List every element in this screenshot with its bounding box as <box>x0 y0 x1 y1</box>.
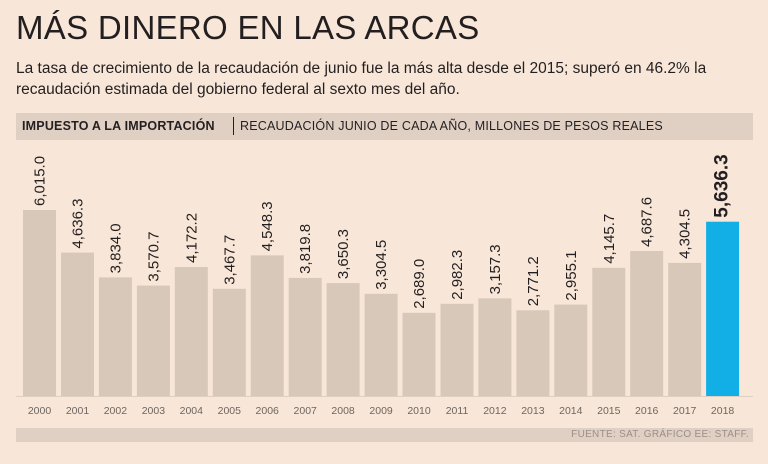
value-label-2001: 4,636.3 <box>70 199 87 249</box>
value-label-2017: 4,304.5 <box>677 209 694 259</box>
bar-2006 <box>250 255 284 396</box>
x-tick-2006: 2006 <box>256 405 280 417</box>
x-tick-2011: 2011 <box>446 405 469 417</box>
x-tick-2017: 2017 <box>673 405 697 417</box>
value-label-2011: 2,982.3 <box>449 250 466 300</box>
value-label-2010: 2,689.0 <box>411 259 428 309</box>
x-tick-2007: 2007 <box>294 405 318 417</box>
value-label-2014: 2,955.1 <box>563 251 580 301</box>
value-label-2005: 3,467.7 <box>221 235 238 285</box>
bar-2012 <box>478 298 512 396</box>
chart-header-units: RECAUDACIÓN JUNIO DE CADA AÑO, MILLONES … <box>240 119 663 133</box>
x-tick-2018: 2018 <box>711 405 735 417</box>
bar-2010 <box>402 312 436 396</box>
bar-2005 <box>212 288 246 396</box>
x-tick-2010: 2010 <box>407 405 431 417</box>
value-label-2002: 3,834.0 <box>107 223 124 273</box>
value-label-2000: 6,015.0 <box>32 156 49 206</box>
bar-2000 <box>23 210 56 396</box>
bar-2011 <box>440 303 474 396</box>
value-label-2015: 4,145.7 <box>601 214 618 264</box>
x-tick-2002: 2002 <box>104 405 128 417</box>
bar-2002 <box>98 277 132 396</box>
x-tick-2001: 2001 <box>66 405 90 417</box>
bar-2009 <box>364 293 398 396</box>
bar-2017 <box>668 262 702 396</box>
value-label-2018: 5,636.3 <box>712 154 733 217</box>
value-label-2016: 4,687.6 <box>639 197 656 247</box>
bar-2007 <box>288 277 322 396</box>
bar-2013 <box>516 310 550 396</box>
chart-title: MÁS DINERO EN LAS ARCAS <box>16 9 480 46</box>
chart-subtitle: La tasa de crecimiento de la recaudación… <box>16 60 707 98</box>
bar-2016 <box>630 251 664 396</box>
value-label-2004: 4,172.2 <box>183 213 200 263</box>
x-tick-2013: 2013 <box>521 405 545 417</box>
x-tick-2005: 2005 <box>218 405 242 417</box>
bar-2014 <box>554 304 588 396</box>
bar-2015 <box>592 267 626 396</box>
chart-header-title: IMPUESTO A LA IMPORTACIÓN <box>22 119 215 133</box>
value-label-2007: 3,819.8 <box>297 224 314 274</box>
value-label-2008: 3,650.3 <box>335 229 352 279</box>
value-label-2003: 3,570.7 <box>145 232 162 282</box>
x-tick-2015: 2015 <box>597 405 621 417</box>
x-tick-2008: 2008 <box>331 405 355 417</box>
x-tick-2016: 2016 <box>635 405 659 417</box>
x-tick-2004: 2004 <box>180 405 204 417</box>
value-label-2009: 3,304.5 <box>373 240 390 290</box>
bar-2018 <box>706 221 740 396</box>
source-credit: FUENTE: SAT. GRÁFICO EE: STAFF. <box>571 429 749 440</box>
x-tick-2014: 2014 <box>559 405 583 417</box>
x-tick-2000: 2000 <box>28 405 52 417</box>
bar-2003 <box>136 285 170 396</box>
bar-2004 <box>174 267 208 396</box>
x-tick-2012: 2012 <box>483 405 507 417</box>
bar-2001 <box>61 252 94 396</box>
footer-band: FUENTE: SAT. GRÁFICO EE: STAFF. <box>16 428 753 442</box>
value-label-2006: 4,548.3 <box>259 201 276 251</box>
value-label-2012: 3,157.3 <box>487 244 504 294</box>
value-label-2013: 2,771.2 <box>525 256 542 306</box>
header-divider <box>233 117 234 135</box>
x-tick-2009: 2009 <box>369 405 393 417</box>
x-tick-2003: 2003 <box>142 405 166 417</box>
bar-2008 <box>326 283 360 396</box>
chart-header-band: IMPUESTO A LA IMPORTACIÓN RECAUDACIÓN JU… <box>16 113 753 140</box>
